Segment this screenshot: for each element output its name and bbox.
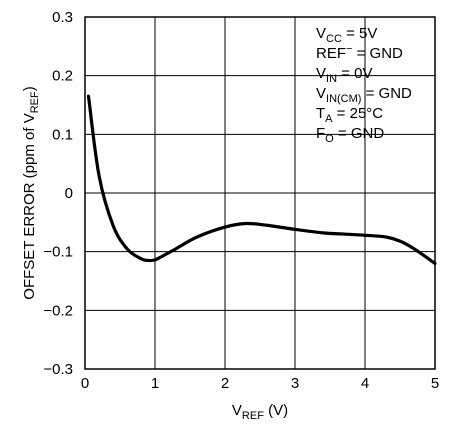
x-axis-label-base: V: [232, 402, 242, 419]
y-tick-labels: 0.3 0.2 0.1 0 −0.1 −0.2 −0.3: [43, 9, 73, 378]
y-tick-label: 0.3: [52, 9, 73, 26]
y-tick-label: 0.1: [52, 126, 73, 143]
x-axis-label: VREF (V): [232, 402, 288, 422]
x-tick-label: 2: [221, 375, 229, 392]
y-axis-label-sub: REF: [29, 91, 41, 113]
y-tick-label: −0.2: [43, 302, 73, 319]
condition-line: REF− = GND: [316, 43, 403, 62]
offset-error-curve: [86, 94, 437, 265]
x-tick-label: 0: [81, 375, 89, 392]
condition-line: TA = 25°C: [316, 105, 383, 125]
y-tick-label: −0.1: [43, 244, 73, 261]
y-axis-label-pre: OFFSET ERROR (ppm of V: [21, 113, 38, 299]
condition-line: VIN(CM) = GND: [316, 85, 412, 105]
y-tick-label: 0.2: [52, 68, 73, 85]
x-tick-label: 1: [151, 375, 159, 392]
x-axis-label-rest: (V): [264, 402, 288, 419]
y-tick-label: 0: [65, 185, 73, 202]
y-tick-label: −0.3: [43, 361, 73, 378]
condition-line: FO = GND: [316, 125, 384, 145]
x-tick-labels: 0 1 2 3 4 5: [81, 375, 439, 392]
condition-line: VCC = 5V: [316, 25, 377, 45]
grid: [85, 17, 435, 369]
x-tick-label: 4: [361, 375, 369, 392]
x-axis-label-sub: REF: [242, 410, 264, 422]
x-tick-label: 3: [291, 375, 299, 392]
x-tick-label: 5: [431, 375, 439, 392]
condition-line: VIN = 0V: [316, 65, 372, 85]
y-axis-label: OFFSET ERROR (ppm of VREF): [21, 86, 41, 299]
y-axis-label-post: ): [21, 86, 38, 91]
plot-frame: [84, 16, 436, 370]
